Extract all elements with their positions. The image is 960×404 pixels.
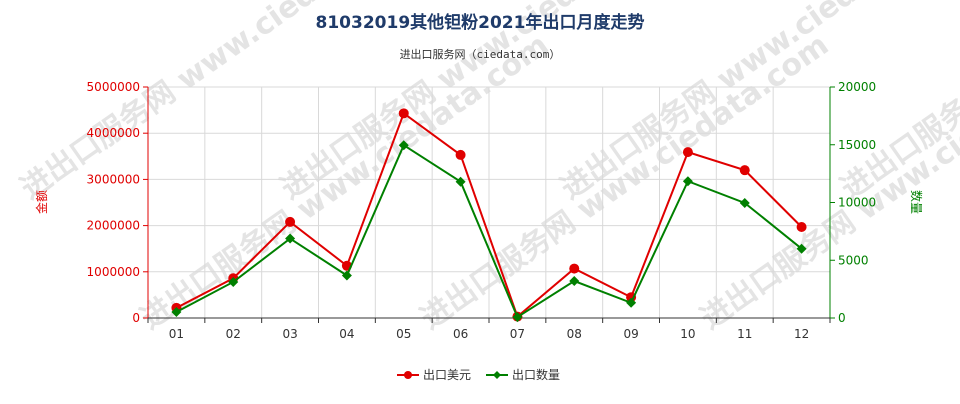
- data-point: [626, 297, 637, 308]
- data-point: [739, 197, 750, 208]
- data-point: [682, 147, 693, 158]
- x-tick-label: 11: [737, 327, 752, 341]
- data-point: [455, 176, 466, 187]
- data-point: [796, 243, 807, 254]
- x-tick-label: 04: [339, 327, 354, 341]
- data-point: [285, 233, 296, 244]
- x-tick-label: 07: [510, 327, 525, 341]
- x-tick-label: 09: [623, 327, 638, 341]
- chart-subtitle: 进出口服务网（ciedata.com）: [400, 47, 561, 61]
- data-point: [171, 306, 182, 317]
- data-point: [285, 216, 296, 227]
- data-point: [569, 263, 580, 274]
- series: [171, 108, 807, 323]
- y-left-tick-label: 2000000: [87, 219, 140, 233]
- x-tick-label: 01: [169, 327, 184, 341]
- data-point: [682, 176, 693, 187]
- data-point: [341, 270, 352, 281]
- axes: 0100000020000003000000400000050000000500…: [87, 80, 877, 341]
- y-left-tick-label: 5000000: [87, 80, 140, 94]
- x-tick-label: 08: [567, 327, 582, 341]
- series-line: [175, 111, 803, 319]
- x-tick-label: 10: [680, 327, 695, 341]
- y-right-tick-label: 15000: [838, 138, 876, 152]
- x-tick-label: 03: [282, 327, 297, 341]
- y-right-tick-label: 20000: [838, 80, 876, 94]
- legend-label: 出口美元: [423, 368, 471, 382]
- legend-marker: [404, 371, 412, 379]
- x-tick-label: 06: [453, 327, 468, 341]
- data-point: [512, 312, 523, 323]
- x-tick-label: 12: [794, 327, 809, 341]
- data-point: [796, 221, 807, 232]
- data-point: [739, 165, 750, 176]
- y-axis-left-label: 金额: [34, 190, 49, 214]
- y-left-tick-label: 4000000: [87, 126, 140, 140]
- data-point: [398, 108, 409, 119]
- y-left-tick-label: 3000000: [87, 172, 140, 186]
- y-right-tick-label: 5000: [838, 253, 869, 267]
- data-point: [398, 140, 409, 151]
- legend-item: 出口美元: [397, 368, 471, 382]
- data-point: [569, 276, 580, 287]
- y-left-tick-label: 1000000: [87, 265, 140, 279]
- y-left-tick-label: 0: [132, 311, 140, 325]
- x-tick-label: 02: [226, 327, 241, 341]
- y-axis-right-label: 数量: [909, 190, 924, 214]
- y-right-tick-label: 10000: [838, 196, 876, 210]
- data-point: [228, 276, 239, 287]
- series-line: [175, 143, 803, 319]
- x-tick-label: 05: [396, 327, 411, 341]
- data-point: [455, 149, 466, 160]
- y-right-tick-label: 0: [838, 311, 846, 325]
- legend: 出口美元 出口数量: [397, 367, 560, 382]
- legend-marker: [493, 371, 501, 379]
- legend-label: 出口数量: [512, 367, 560, 382]
- legend-item: 出口数量: [486, 367, 560, 382]
- chart-title: 81032019其他钽粉2021年出口月度走势: [316, 12, 645, 33]
- series-export-quantity: [171, 140, 807, 323]
